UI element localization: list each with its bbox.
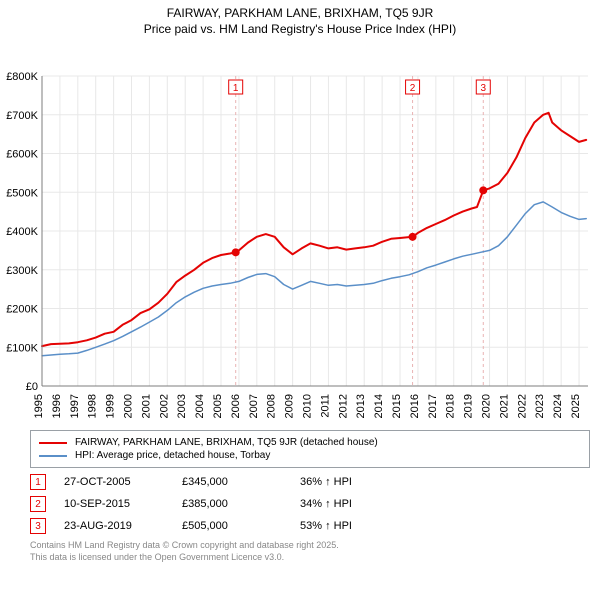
svg-text:2014: 2014	[373, 394, 385, 418]
svg-text:2019: 2019	[463, 394, 475, 418]
svg-text:2022: 2022	[516, 394, 528, 418]
svg-text:2023: 2023	[534, 394, 546, 418]
svg-text:2020: 2020	[481, 394, 493, 418]
svg-text:2013: 2013	[355, 394, 367, 418]
chart-subtitle: Price paid vs. HM Land Registry's House …	[0, 20, 600, 36]
svg-text:2000: 2000	[123, 394, 135, 418]
sale-date: 27-OCT-2005	[64, 476, 164, 488]
svg-text:£600K: £600K	[6, 149, 38, 161]
sale-marker-box: 3	[30, 518, 46, 534]
svg-text:3: 3	[480, 83, 486, 94]
svg-text:2008: 2008	[266, 394, 278, 418]
svg-text:1996: 1996	[51, 394, 63, 418]
legend-row-hpi: HPI: Average price, detached house, Torb…	[39, 450, 581, 461]
credits-line1: Contains HM Land Registry data © Crown c…	[30, 540, 590, 552]
sale-marker-box: 2	[30, 496, 46, 512]
svg-text:2003: 2003	[176, 394, 188, 418]
svg-text:1998: 1998	[87, 394, 99, 418]
svg-text:£200K: £200K	[6, 304, 38, 316]
svg-text:£0: £0	[26, 381, 38, 393]
chart-svg: £0 £100K £200K £300K £400K £500K £600K £700K £80…	[0, 36, 600, 426]
svg-text:2017: 2017	[427, 394, 439, 418]
svg-text:1995: 1995	[33, 394, 45, 418]
legend-swatch-property	[39, 442, 67, 444]
svg-text:2011: 2011	[319, 394, 331, 418]
svg-text:1999: 1999	[105, 394, 117, 418]
sale-date: 23-AUG-2019	[64, 520, 164, 532]
svg-text:2024: 2024	[552, 394, 564, 418]
svg-text:2005: 2005	[212, 394, 224, 418]
sale-hpi: 36% ↑ HPI	[300, 476, 420, 488]
legend-label-hpi: HPI: Average price, detached house, Torb…	[75, 450, 270, 461]
svg-text:2002: 2002	[158, 394, 170, 418]
chart-container: FAIRWAY, PARKHAM LANE, BRIXHAM, TQ5 9JR …	[0, 0, 600, 590]
sales-table: 1 27-OCT-2005 £345,000 36% ↑ HPI 2 10-SEP-201…	[30, 474, 590, 534]
svg-text:1: 1	[233, 83, 239, 94]
sale-hpi: 34% ↑ HPI	[300, 498, 420, 510]
legend-row-property: FAIRWAY, PARKHAM LANE, BRIXHAM, TQ5 9JR …	[39, 437, 581, 448]
svg-text:2009: 2009	[284, 394, 296, 418]
svg-text:2018: 2018	[445, 394, 457, 418]
sale-price: £505,000	[182, 520, 282, 532]
svg-text:£700K: £700K	[6, 110, 38, 122]
sales-row: 1 27-OCT-2005 £345,000 36% ↑ HPI	[30, 474, 590, 490]
svg-text:£500K: £500K	[6, 187, 38, 199]
sale-date: 10-SEP-2015	[64, 498, 164, 510]
sale-marker-box: 1	[30, 474, 46, 490]
sale-price: £385,000	[182, 498, 282, 510]
svg-text:2016: 2016	[409, 394, 421, 418]
svg-text:2001: 2001	[140, 394, 152, 418]
sale-price: £345,000	[182, 476, 282, 488]
svg-text:£100K: £100K	[6, 342, 38, 354]
svg-text:2: 2	[410, 83, 416, 94]
svg-text:2021: 2021	[498, 394, 510, 418]
sale-hpi: 53% ↑ HPI	[300, 520, 420, 532]
credits: Contains HM Land Registry data © Crown c…	[30, 540, 590, 563]
chart-area: £0 £100K £200K £300K £400K £500K £600K £700K £80…	[0, 36, 600, 426]
svg-text:2010: 2010	[302, 394, 314, 418]
chart-title: FAIRWAY, PARKHAM LANE, BRIXHAM, TQ5 9JR	[0, 0, 600, 20]
sales-row: 2 10-SEP-2015 £385,000 34% ↑ HPI	[30, 496, 590, 512]
svg-text:2015: 2015	[391, 394, 403, 418]
legend-swatch-hpi	[39, 455, 67, 457]
svg-text:2006: 2006	[230, 394, 242, 418]
svg-text:£800K: £800K	[6, 71, 38, 83]
svg-text:2012: 2012	[337, 394, 349, 418]
sales-row: 3 23-AUG-2019 £505,000 53% ↑ HPI	[30, 518, 590, 534]
legend: FAIRWAY, PARKHAM LANE, BRIXHAM, TQ5 9JR …	[30, 430, 590, 468]
svg-text:2004: 2004	[194, 394, 206, 418]
svg-text:£400K: £400K	[6, 226, 38, 238]
legend-label-property: FAIRWAY, PARKHAM LANE, BRIXHAM, TQ5 9JR …	[75, 437, 378, 448]
svg-text:2025: 2025	[570, 394, 582, 418]
svg-text:£300K: £300K	[6, 265, 38, 277]
svg-text:2007: 2007	[248, 394, 260, 418]
svg-text:1997: 1997	[69, 394, 81, 418]
credits-line2: This data is licensed under the Open Gov…	[30, 552, 590, 564]
